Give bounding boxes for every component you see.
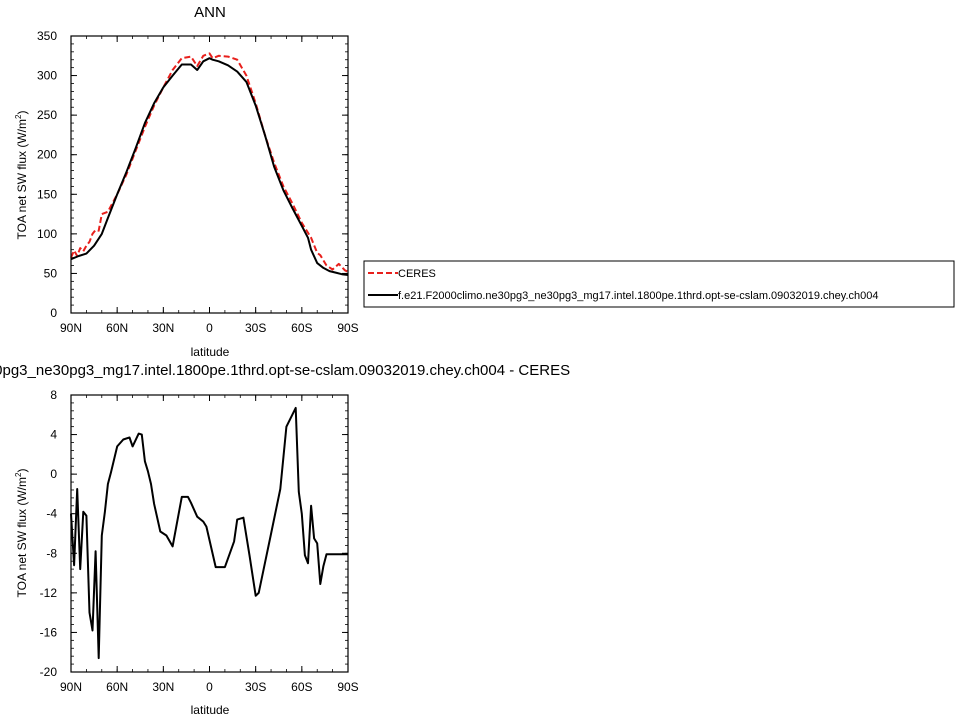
y-tick-label: 50	[44, 266, 58, 280]
plot-frame-difference	[70, 394, 349, 673]
y-tick-label: 100	[37, 227, 57, 241]
series-line-ceres	[70, 52, 349, 273]
y-tick-label: 0	[50, 306, 57, 320]
y-tick-label: 0	[50, 467, 57, 481]
chart-title-difference: f.e21.F2000climo.ne30pg3_ne30pg3_mg17.in…	[0, 362, 570, 379]
y-tick-label: 150	[37, 187, 57, 201]
x-tick-label: 90S	[337, 321, 358, 335]
y-axis-label-difference: TOA net SW flux (W/m2)	[14, 469, 29, 598]
x-tick-label: 0	[206, 680, 213, 694]
legend-label-ceres: CERES	[398, 268, 436, 280]
y-tick-label: 200	[37, 148, 57, 162]
y-tick-label: 8	[50, 388, 57, 402]
y-tick-label: 250	[37, 108, 57, 122]
x-tick-label: 30N	[152, 680, 174, 694]
legend-box	[363, 260, 955, 308]
x-axis-label-difference: latitude	[191, 703, 230, 717]
x-tick-label: 30S	[245, 321, 266, 335]
x-tick-label: 90S	[337, 680, 358, 694]
legend-label-model: f.e21.F2000climo.ne30pg3_ne30pg3_mg17.in…	[398, 290, 878, 302]
x-tick-label: 60S	[291, 321, 312, 335]
y-tick-label: -12	[40, 586, 58, 600]
plot-frame	[70, 35, 349, 314]
x-tick-label: 90N	[60, 321, 82, 335]
y-tick-label: -20	[40, 665, 58, 679]
x-tick-label: 90N	[60, 680, 82, 694]
x-tick-label: 60S	[291, 680, 312, 694]
y-tick-label: 4	[50, 428, 57, 442]
x-axis-label: latitude	[191, 345, 230, 359]
series-line-difference	[70, 406, 348, 660]
y-axis-label: TOA net SW flux (W/m2)	[14, 111, 29, 240]
series-line-model	[70, 57, 349, 276]
y-tick-label: 300	[37, 69, 57, 83]
panel-annual-flux: ANN TOA net SW flux (W/m2) latitude 90N 6…	[14, 4, 359, 359]
chart-title: ANN	[194, 4, 226, 21]
x-tick-label: 60N	[106, 680, 128, 694]
x-tick-label: 0	[206, 321, 213, 335]
y-tick-label: 350	[37, 29, 57, 43]
y-tick-label: -4	[46, 507, 57, 521]
legend: CERES f.e21.F2000climo.ne30pg3_ne30pg3_m…	[363, 260, 955, 308]
x-tick-label: 30S	[245, 680, 266, 694]
x-tick-label: 60N	[106, 321, 128, 335]
panel-difference: f.e21.F2000climo.ne30pg3_ne30pg3_mg17.in…	[0, 362, 570, 717]
x-tick-label: 30N	[152, 321, 174, 335]
y-tick-label: -16	[40, 625, 58, 639]
y-tick-label: -8	[46, 546, 57, 560]
